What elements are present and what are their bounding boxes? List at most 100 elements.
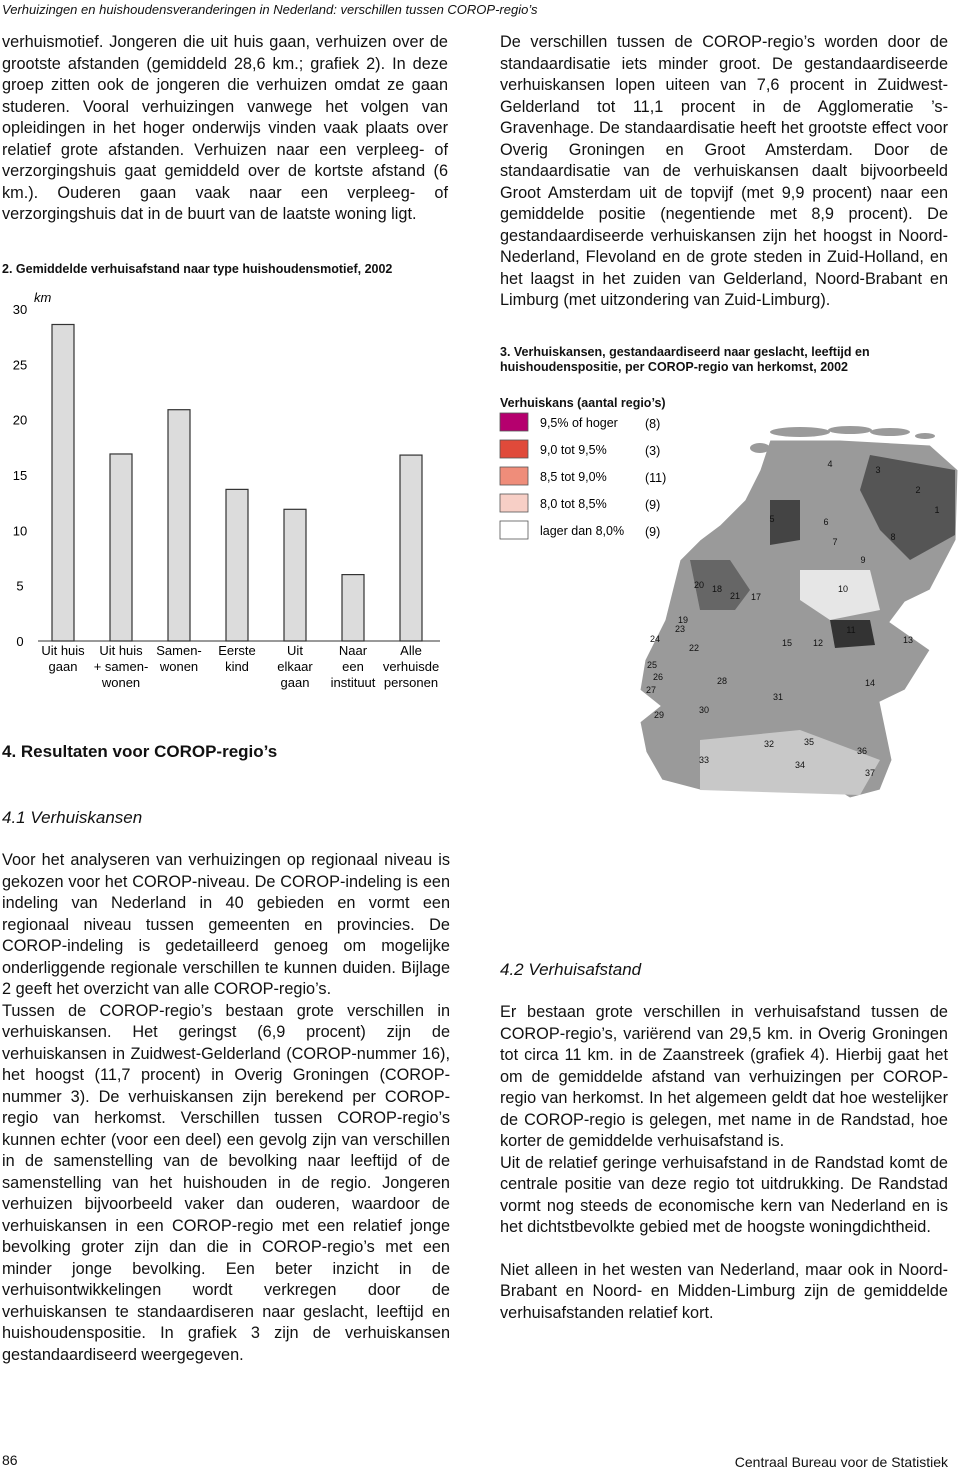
x-tick-label: Alle [400, 643, 422, 658]
region-number: 30 [699, 705, 709, 715]
x-tick-label: gaan [49, 659, 78, 674]
region-number: 31 [773, 692, 783, 702]
subsection-heading: 4.1 Verhuiskansen [2, 808, 143, 827]
island [870, 428, 910, 436]
map: 9,5% of hoger (8) 9,0 tot 9,5% (3) 8,5 tot 9… [499, 412, 959, 799]
y-tick-label: 15 [13, 468, 27, 483]
chart-title: 2. Gemiddelde verhuisafstand naar type h… [2, 262, 393, 276]
island [828, 426, 872, 434]
paragraph: De verschillen tussen de COROP-regio’s w… [500, 33, 948, 309]
x-tick-label: personen [384, 675, 438, 690]
region-light [800, 570, 880, 620]
region-number: 25 [647, 660, 657, 670]
region-number: 37 [865, 768, 875, 778]
island [915, 433, 935, 439]
x-tick-label: + samen- [94, 659, 149, 674]
region-number: 4 [827, 459, 832, 469]
bar [341, 574, 365, 642]
paragraph: Niet alleen in het westen van Nederland,… [500, 1260, 948, 1322]
y-tick-label: 30 [13, 302, 27, 317]
legend-swatch [499, 412, 529, 432]
legend-label: 8,5 tot 9,0% [540, 470, 607, 484]
region-number: 2 [915, 485, 920, 495]
x-tick-label: wonen [101, 675, 140, 690]
region-number: 32 [764, 739, 774, 749]
region-number: 12 [813, 638, 823, 648]
legend-title: Verhuiskans (aantal regio’s) [500, 396, 666, 410]
y-tick-label: 20 [13, 413, 27, 428]
map-title: 3. Verhuiskansen, gestandaardiseerd naar… [500, 345, 870, 374]
region-number: 36 [857, 746, 867, 756]
region-dark [860, 455, 955, 560]
text-block: verhuismotief. Jongeren die uit huis gaa… [2, 32, 448, 226]
legend-count: (9) [645, 525, 660, 539]
y-tick-label: 10 [13, 523, 27, 538]
legend-swatch [499, 493, 529, 513]
region-number: 21 [730, 591, 740, 601]
region-number: 15 [782, 638, 792, 648]
region-number: 20 [694, 580, 704, 590]
section-heading: 4. Resultaten voor COROP-regio’s [2, 742, 278, 761]
x-tick-label: Samen- [156, 643, 202, 658]
region-number: 11 [846, 625, 855, 635]
legend-label: 9,0 tot 9,5% [540, 443, 607, 457]
text-block: Er bestaan grote verschillen in verhuisa… [500, 1002, 948, 1324]
bar [225, 488, 249, 642]
x-tick-label: elkaar [277, 659, 313, 674]
legend-label: 8,0 tot 8,5% [540, 497, 607, 511]
legend-swatch [499, 439, 529, 459]
x-tick-label: instituut [331, 675, 376, 690]
region-dark [770, 500, 800, 545]
region-number: 19 [678, 615, 688, 625]
region-number: 14 [865, 678, 875, 688]
bar [283, 508, 307, 642]
island [750, 443, 770, 453]
island [770, 427, 830, 437]
text-block: De verschillen tussen de COROP-regio’s w… [500, 32, 948, 312]
region-number: 13 [903, 635, 913, 645]
region-number: 24 [650, 634, 660, 644]
region-dark [690, 560, 750, 610]
paragraph: Voor het analyseren van verhuizingen op … [2, 851, 450, 998]
map-group: 9,5% of hoger (8) 9,0 tot 9,5% (3) 8,5 tot 9… [499, 412, 959, 799]
region-dark [830, 620, 875, 648]
x-tick-label: gaan [281, 675, 310, 690]
y-tick-label: 0 [16, 634, 23, 649]
region-number: 10 [838, 584, 848, 594]
bar [167, 409, 191, 642]
region-number: 34 [795, 760, 805, 770]
region-light [700, 730, 880, 795]
paragraph: verhuismotief. Jongeren die uit huis gaa… [2, 33, 448, 223]
paragraph: Er bestaan grote verschillen in verhuisa… [500, 1003, 948, 1150]
legend-label: 9,5% of hoger [540, 416, 618, 430]
paragraph: Uit de relatief geringe verhuisafstand i… [500, 1153, 948, 1237]
x-tick-label: Eerste [218, 643, 256, 658]
publisher: Centraal Bureau voor de Statistiek [734, 1454, 948, 1470]
region-number: 9 [860, 555, 865, 565]
bar [109, 453, 133, 642]
x-tick-label: verhuisde [383, 659, 439, 674]
bar [51, 323, 75, 642]
legend-swatch [499, 466, 529, 486]
region-number: 17 [751, 592, 761, 602]
legend-swatch [499, 520, 529, 540]
page-number: 86 [2, 1452, 18, 1468]
x-tick-label: Uit [287, 643, 303, 658]
region-number: 8 [890, 532, 895, 542]
region-number: 35 [804, 737, 814, 747]
x-tick-label: Uit huis [99, 643, 143, 658]
region-number: 3 [875, 465, 880, 475]
region-number: 28 [717, 676, 727, 686]
legend-count: (9) [645, 498, 660, 512]
region-number: 7 [832, 537, 837, 547]
legend-label: lager dan 8,0% [540, 524, 624, 538]
legend-count: (8) [645, 417, 660, 431]
bar [399, 454, 423, 642]
legend-count: (11) [645, 471, 666, 485]
subsection-heading: 4.2 Verhuisafstand [500, 960, 642, 979]
running-header: Verhuizingen en huishoudensveranderingen… [2, 2, 538, 17]
paragraph: Tussen de COROP-regio’s bestaan grote ve… [2, 1001, 450, 1364]
region-number: 22 [689, 643, 699, 653]
